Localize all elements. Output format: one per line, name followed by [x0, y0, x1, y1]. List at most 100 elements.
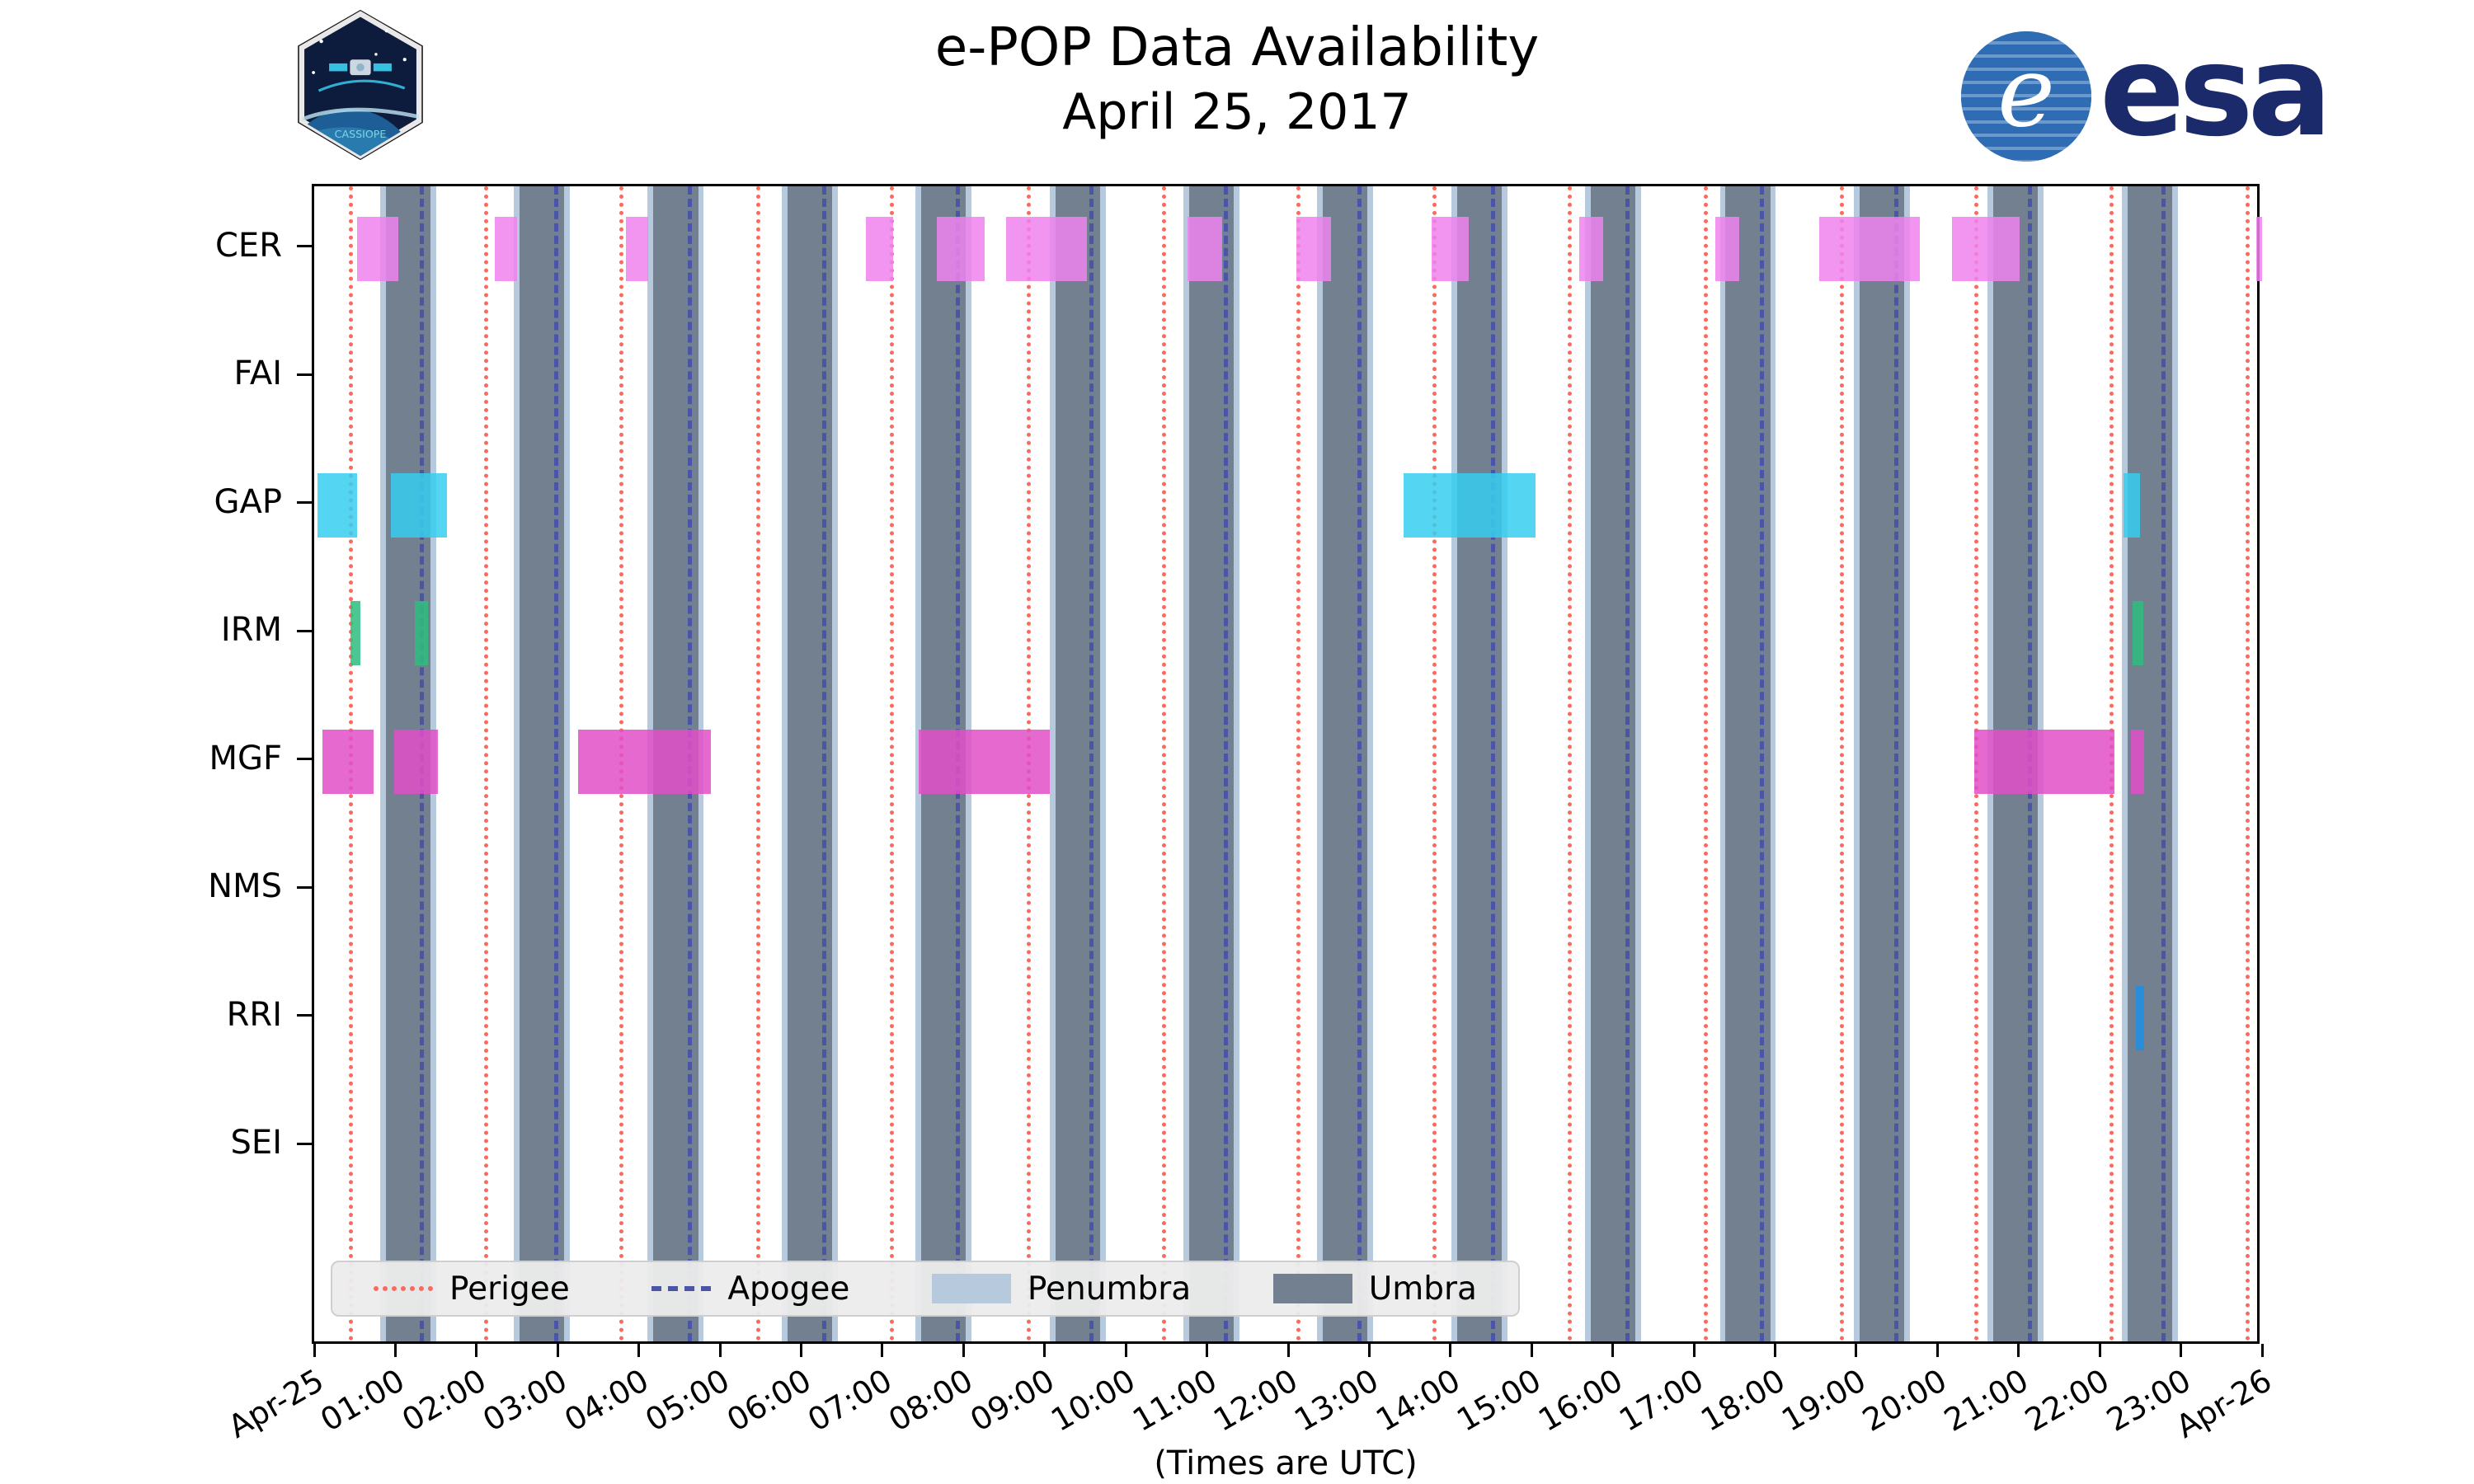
- legend-swatch-perigee-icon: [374, 1286, 433, 1291]
- x-tick: [1043, 1344, 1047, 1357]
- y-axis-ticks: [297, 184, 312, 1344]
- patch-horizon-arc: [301, 107, 420, 122]
- legend-label: Apogee: [727, 1270, 850, 1308]
- y-axis-label-fai: FAI: [233, 355, 283, 392]
- availability-bar-gap: [2123, 472, 2141, 538]
- x-tick: [1692, 1344, 1696, 1357]
- y-tick: [297, 373, 312, 376]
- legend-label: Perigee: [449, 1270, 570, 1308]
- availability-bar-cer: [1714, 216, 1740, 281]
- availability-bar-gap: [391, 472, 448, 538]
- apogee-line: [1625, 186, 1630, 1341]
- perigee-line: [755, 186, 760, 1341]
- legend-item-apogee: Apogee: [651, 1270, 849, 1308]
- availability-bar-cer: [866, 216, 893, 281]
- availability-bar-cer: [1952, 216, 2020, 281]
- availability-bar-cer: [1432, 216, 1470, 281]
- perigee-line: [484, 186, 489, 1341]
- penumbra-band: [915, 186, 922, 1341]
- apogee-line: [821, 186, 826, 1341]
- legend-label: Umbra: [1368, 1270, 1477, 1308]
- x-axis-title: (Times are UTC): [1154, 1444, 1418, 1482]
- availability-bar-cer: [357, 216, 399, 281]
- penumbra-band: [831, 186, 838, 1341]
- perigee-line: [1704, 186, 1709, 1341]
- x-tick: [556, 1344, 559, 1357]
- perigee-line: [1432, 186, 1437, 1341]
- chart-subtitle: April 25, 2017: [1062, 82, 1412, 141]
- penumbra-band: [1903, 186, 1910, 1341]
- legend-swatch-penumbra: [931, 1274, 1011, 1303]
- availability-bar-mgf: [2130, 729, 2145, 794]
- availability-bar-cer: [1818, 216, 1920, 281]
- perigee-line: [890, 186, 895, 1341]
- availability-bar-mgf: [1973, 729, 2114, 794]
- x-tick: [718, 1344, 722, 1357]
- x-tick: [1611, 1344, 1615, 1357]
- cassiope-wordmark: CASSIOPE: [335, 128, 387, 140]
- penumbra-band: [1183, 186, 1189, 1341]
- y-axis-label-gap: GAP: [214, 482, 282, 521]
- availability-bar-cer: [1296, 216, 1332, 281]
- y-tick: [297, 245, 312, 247]
- penumbra-band: [2171, 186, 2178, 1341]
- legend-item-penumbra: Penumbra: [931, 1270, 1191, 1308]
- legend-swatch-umbra: [1272, 1274, 1352, 1303]
- penumbra-band: [1719, 186, 1726, 1341]
- availability-bar-irm: [415, 601, 428, 665]
- x-tick: [1124, 1344, 1127, 1357]
- legend-item-umbra: Umbra: [1272, 1270, 1477, 1308]
- esa-wordmark: esa: [2100, 18, 2332, 164]
- x-tick: [2180, 1344, 2183, 1357]
- y-axis-labels: CER FAI GAP IRM MGF NMS RRI SEI: [0, 184, 295, 1344]
- y-axis-label-nms: NMS: [208, 867, 282, 905]
- x-tick: [2017, 1344, 2020, 1357]
- y-tick: [297, 885, 312, 889]
- penumbra-band: [781, 186, 788, 1341]
- penumbra-band: [379, 186, 386, 1341]
- perigee-line: [1568, 186, 1572, 1341]
- penumbra-band: [564, 186, 570, 1341]
- y-axis-label-cer: CER: [215, 226, 282, 265]
- x-tick: [637, 1344, 641, 1357]
- penumbra-band: [1451, 186, 1457, 1341]
- perigee-line: [1839, 186, 1844, 1341]
- penumbra-band: [1501, 186, 1507, 1341]
- x-tick: [1367, 1344, 1371, 1357]
- apogee-line: [553, 186, 558, 1341]
- legend-swatch-apogee-icon: [651, 1286, 712, 1291]
- availability-bar-cer: [1006, 216, 1087, 281]
- y-axis-label-irm: IRM: [220, 611, 282, 649]
- y-axis-label-mgf: MGF: [209, 739, 282, 777]
- y-axis-label-rri: RRI: [226, 995, 282, 1034]
- penumbra-band: [1853, 186, 1860, 1341]
- apogee-line: [1089, 186, 1094, 1341]
- apogee-line: [1893, 186, 1898, 1341]
- perigee-line: [1161, 186, 1166, 1341]
- y-tick: [297, 1142, 312, 1145]
- penumbra-band: [1367, 186, 1374, 1341]
- penumbra-band: [514, 186, 520, 1341]
- y-tick: [297, 758, 312, 760]
- esa-logo: e esa: [1961, 18, 2332, 164]
- x-tick: [962, 1344, 965, 1357]
- availability-bar-mgf: [919, 729, 1050, 794]
- x-tick: [1855, 1344, 1858, 1357]
- availability-bar-rri: [2136, 985, 2145, 1050]
- availability-bar-cer: [1187, 216, 1223, 281]
- availability-bar-cer: [2256, 216, 2262, 281]
- penumbra-band: [2121, 186, 2128, 1341]
- y-axis-label-sei: SEI: [230, 1124, 282, 1162]
- legend-item-perigee: Perigee: [374, 1270, 570, 1308]
- x-tick: [881, 1344, 884, 1357]
- esa-globe-letter: e: [1997, 35, 2055, 149]
- x-tick: [800, 1344, 802, 1357]
- esa-globe-icon: e: [1961, 31, 2091, 162]
- x-axis-ticks: [313, 186, 2264, 1357]
- penumbra-band: [1770, 186, 1776, 1341]
- chart-legend: Perigee Apogee Penumbra Umbra: [331, 1261, 1520, 1317]
- availability-bar-cer: [625, 216, 649, 281]
- x-tick: [1206, 1344, 1209, 1357]
- x-tick: [2260, 1344, 2264, 1357]
- x-tick: [2098, 1344, 2101, 1357]
